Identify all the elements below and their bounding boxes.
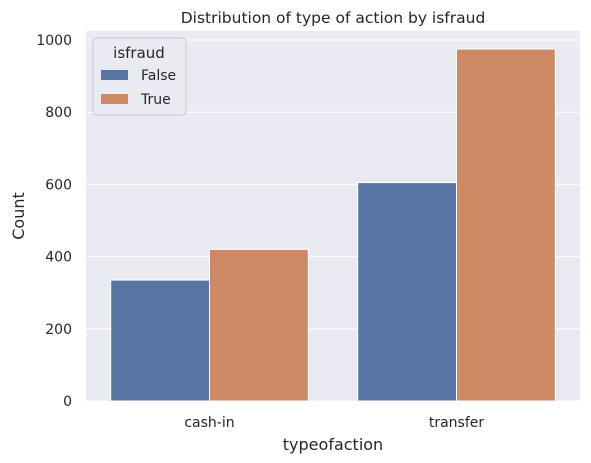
legend-label-false: False: [141, 68, 176, 84]
y-tick-label: 200: [45, 322, 72, 338]
x-tick-label: cash-in: [184, 415, 234, 431]
bar-transfer-false: [357, 182, 458, 402]
bar-cash-in-false: [110, 279, 210, 402]
y-tick-label: 600: [45, 177, 72, 193]
y-tick-label: 1000: [36, 33, 72, 49]
y-tick-labels: 0 200 400 600 800 1000: [36, 33, 72, 410]
x-axis-title: typeofaction: [283, 435, 383, 454]
bar-cash-in-true: [209, 248, 309, 402]
bar-transfer-true: [456, 48, 556, 402]
x-tick-label: transfer: [429, 415, 485, 431]
y-axis-title: Count: [9, 192, 28, 240]
legend: isfraud False True: [92, 37, 187, 116]
legend-swatch-false: [101, 70, 128, 80]
y-tick-label: 800: [45, 105, 72, 121]
legend-title: isfraud: [113, 44, 165, 62]
chart-title: Distribution of type of action by isfrau…: [181, 9, 486, 27]
y-tick-label: 0: [63, 394, 72, 410]
y-tick-label: 400: [45, 250, 72, 266]
bars: [110, 48, 556, 402]
legend-swatch-true: [101, 94, 128, 104]
x-tick-labels: cash-in transfer: [184, 415, 484, 431]
legend-label-true: True: [140, 92, 171, 108]
